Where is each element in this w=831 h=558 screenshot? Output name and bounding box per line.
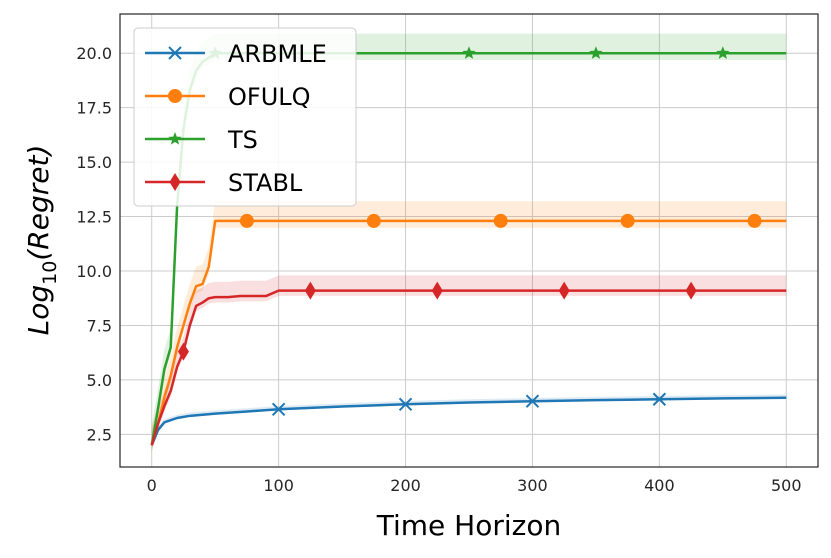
legend-label-arbmle: ARBMLE xyxy=(228,40,327,68)
stabl-line xyxy=(150,289,787,446)
legend-box xyxy=(133,27,357,207)
legend-label-stabl: STABL xyxy=(228,169,303,197)
plot-border xyxy=(119,13,819,468)
y-tick-label: 15.0 xyxy=(76,153,112,172)
y-axis-label-regret: (Regret) xyxy=(22,145,55,261)
legend-label-ts: TS xyxy=(227,126,258,154)
ofulq-marker xyxy=(366,213,381,228)
ofulq-marker xyxy=(747,213,762,228)
arbmle-marker xyxy=(271,402,286,416)
arbmle-marker xyxy=(398,397,413,411)
x-tick-label: 500 xyxy=(771,476,802,495)
stabl-marker xyxy=(304,281,316,300)
x-tick-labels: 0 100 200 300 400 500 xyxy=(147,476,802,495)
y-tick-label: 17.5 xyxy=(76,99,112,118)
ofulq-marker xyxy=(493,213,508,228)
arbmle-marker xyxy=(525,394,540,408)
stabl-band xyxy=(151,275,787,451)
x-axis-label: Time Horizon xyxy=(376,509,561,542)
y-tick-label: 20.0 xyxy=(76,44,112,63)
ts-marker xyxy=(589,46,603,59)
ts-marker xyxy=(716,46,730,59)
legend-marker-stabl xyxy=(169,173,181,191)
series-markers xyxy=(177,46,762,416)
y-tick-label: 5.0 xyxy=(87,371,112,390)
ts-marker xyxy=(462,46,476,59)
legend-marker-ofulq xyxy=(168,89,182,103)
stabl-marker xyxy=(431,281,443,300)
legend-label-ofulq: OFULQ xyxy=(228,83,311,111)
legend-marker-ts xyxy=(168,132,182,145)
y-tick-labels: 2.5 5.0 7.5 10.0 12.5 15.0 17.5 20.0 xyxy=(76,44,112,444)
ofulq-marker xyxy=(620,213,635,228)
arbmle-line xyxy=(150,396,787,446)
stabl-marker xyxy=(685,281,697,300)
stabl-marker xyxy=(558,281,570,300)
legend: ARBMLE OFULQ TS STABL xyxy=(133,27,357,207)
x-tick-label: 300 xyxy=(517,476,548,495)
x-tick-label: 400 xyxy=(644,476,675,495)
x-tick-label: 100 xyxy=(263,476,294,495)
ofulq-marker xyxy=(239,213,254,228)
y-axis-label-sub: 10 xyxy=(39,261,61,285)
x-tick-label: 0 xyxy=(147,476,157,495)
legend-marker-arbmle xyxy=(168,46,182,60)
stabl-marker xyxy=(177,342,189,361)
ofulq-line xyxy=(150,219,787,446)
y-tick-label: 2.5 xyxy=(87,425,112,444)
y-tick-label: 7.5 xyxy=(87,316,112,335)
y-axis-label-log: Log xyxy=(22,285,55,336)
y-axis-label: Log10(Regret) xyxy=(22,145,61,336)
y-tick-label: 12.5 xyxy=(76,208,112,227)
y-tick-label: 10.0 xyxy=(76,262,112,281)
arbmle-marker xyxy=(652,392,667,406)
x-tick-label: 200 xyxy=(390,476,421,495)
